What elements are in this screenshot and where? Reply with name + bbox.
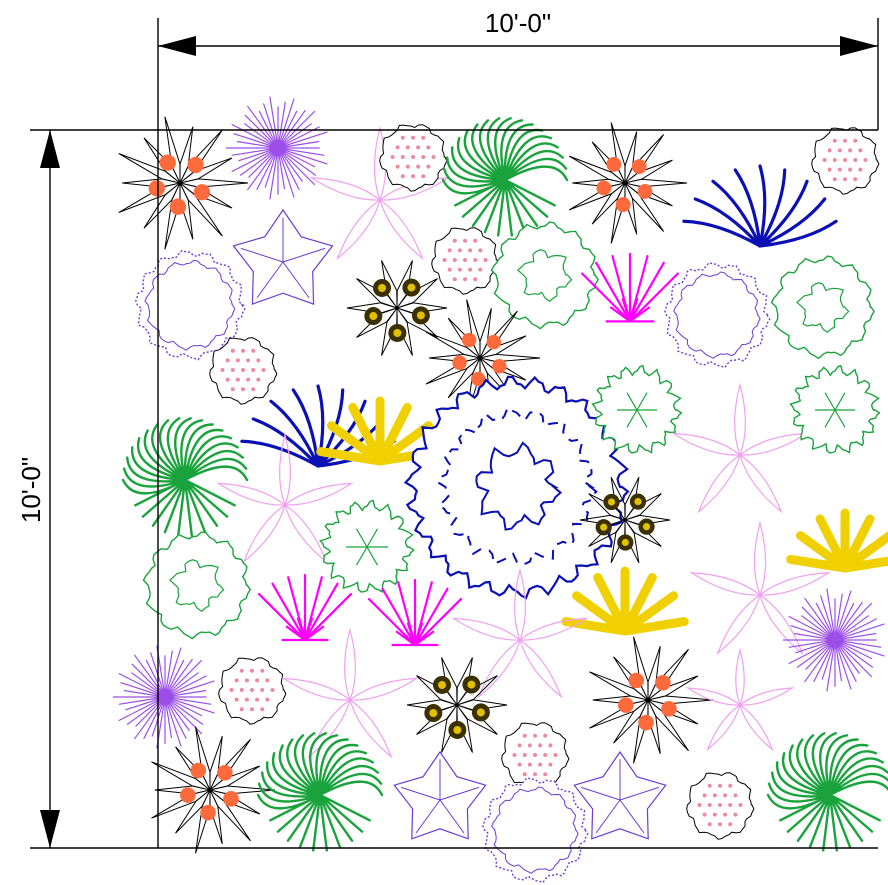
yellow-plant-symbol xyxy=(316,396,444,466)
fern-symbol xyxy=(441,117,569,237)
purple-leaf-symbol xyxy=(232,208,334,305)
purple-burst-symbol xyxy=(113,645,215,749)
width-arrow-left xyxy=(158,36,196,56)
dark-flower-symbol xyxy=(579,476,671,564)
spiky-flower-symbol xyxy=(151,726,276,854)
purple-leaf-symbol xyxy=(573,750,667,840)
dotted-shrub-symbol xyxy=(811,127,880,195)
fern-symbol xyxy=(256,732,384,852)
outline-shrub-symbol xyxy=(482,777,589,884)
pink-star-symbol xyxy=(689,520,831,656)
dotted-shrub-symbol xyxy=(431,227,500,295)
green-spiky-symbol xyxy=(591,364,683,454)
green-bush-symbol xyxy=(770,255,875,360)
fern-symbol xyxy=(121,417,249,537)
spiky-flower-symbol xyxy=(589,636,714,764)
blue-grass-symbol xyxy=(682,164,838,248)
green-spiky-symbol xyxy=(789,364,881,454)
dimension-lines xyxy=(30,18,879,849)
fern-symbol xyxy=(766,732,888,852)
green-spiky-symbol xyxy=(319,499,415,593)
plants-layer xyxy=(113,96,888,884)
dotted-shrub-symbol xyxy=(379,124,448,192)
yellow-plant-symbol xyxy=(786,508,888,573)
spiky-flower-symbol xyxy=(568,122,688,244)
outline-shrub-symbol xyxy=(135,249,246,361)
magenta-plant-symbol xyxy=(367,578,463,647)
dark-flower-symbol xyxy=(346,260,448,356)
dotted-shrub-symbol xyxy=(209,337,278,405)
spiky-flower-symbol xyxy=(425,299,541,417)
width-dimension-label: 10'-0" xyxy=(485,8,551,38)
spiky-flower-symbol xyxy=(118,116,249,250)
height-arrow-top xyxy=(40,130,60,168)
magenta-plant-symbol xyxy=(581,252,679,323)
pink-star-symbol xyxy=(216,432,354,564)
pink-star-symbol xyxy=(281,627,419,759)
dotted-shrub-symbol xyxy=(686,772,755,840)
pink-star-symbol xyxy=(451,567,589,699)
height-arrow-bottom xyxy=(40,810,60,848)
green-bush-symbol xyxy=(142,531,252,640)
purple-burst-symbol xyxy=(783,588,885,692)
dotted-shrub-symbol xyxy=(501,722,570,790)
pink-star-symbol xyxy=(671,382,809,514)
height-dimension-label: 10'-0" xyxy=(16,457,46,523)
blue-burst-symbol xyxy=(403,375,630,600)
pink-star-symbol xyxy=(685,647,795,752)
outline-shrub-symbol xyxy=(664,262,771,369)
width-arrow-right xyxy=(840,36,878,56)
green-bush-symbol xyxy=(490,221,600,330)
purple-leaf-symbol xyxy=(393,750,487,840)
magenta-plant-symbol xyxy=(257,573,353,642)
dotted-shrub-symbol xyxy=(218,657,287,725)
dark-flower-symbol xyxy=(406,657,508,753)
yellow-plant-symbol xyxy=(561,566,689,636)
